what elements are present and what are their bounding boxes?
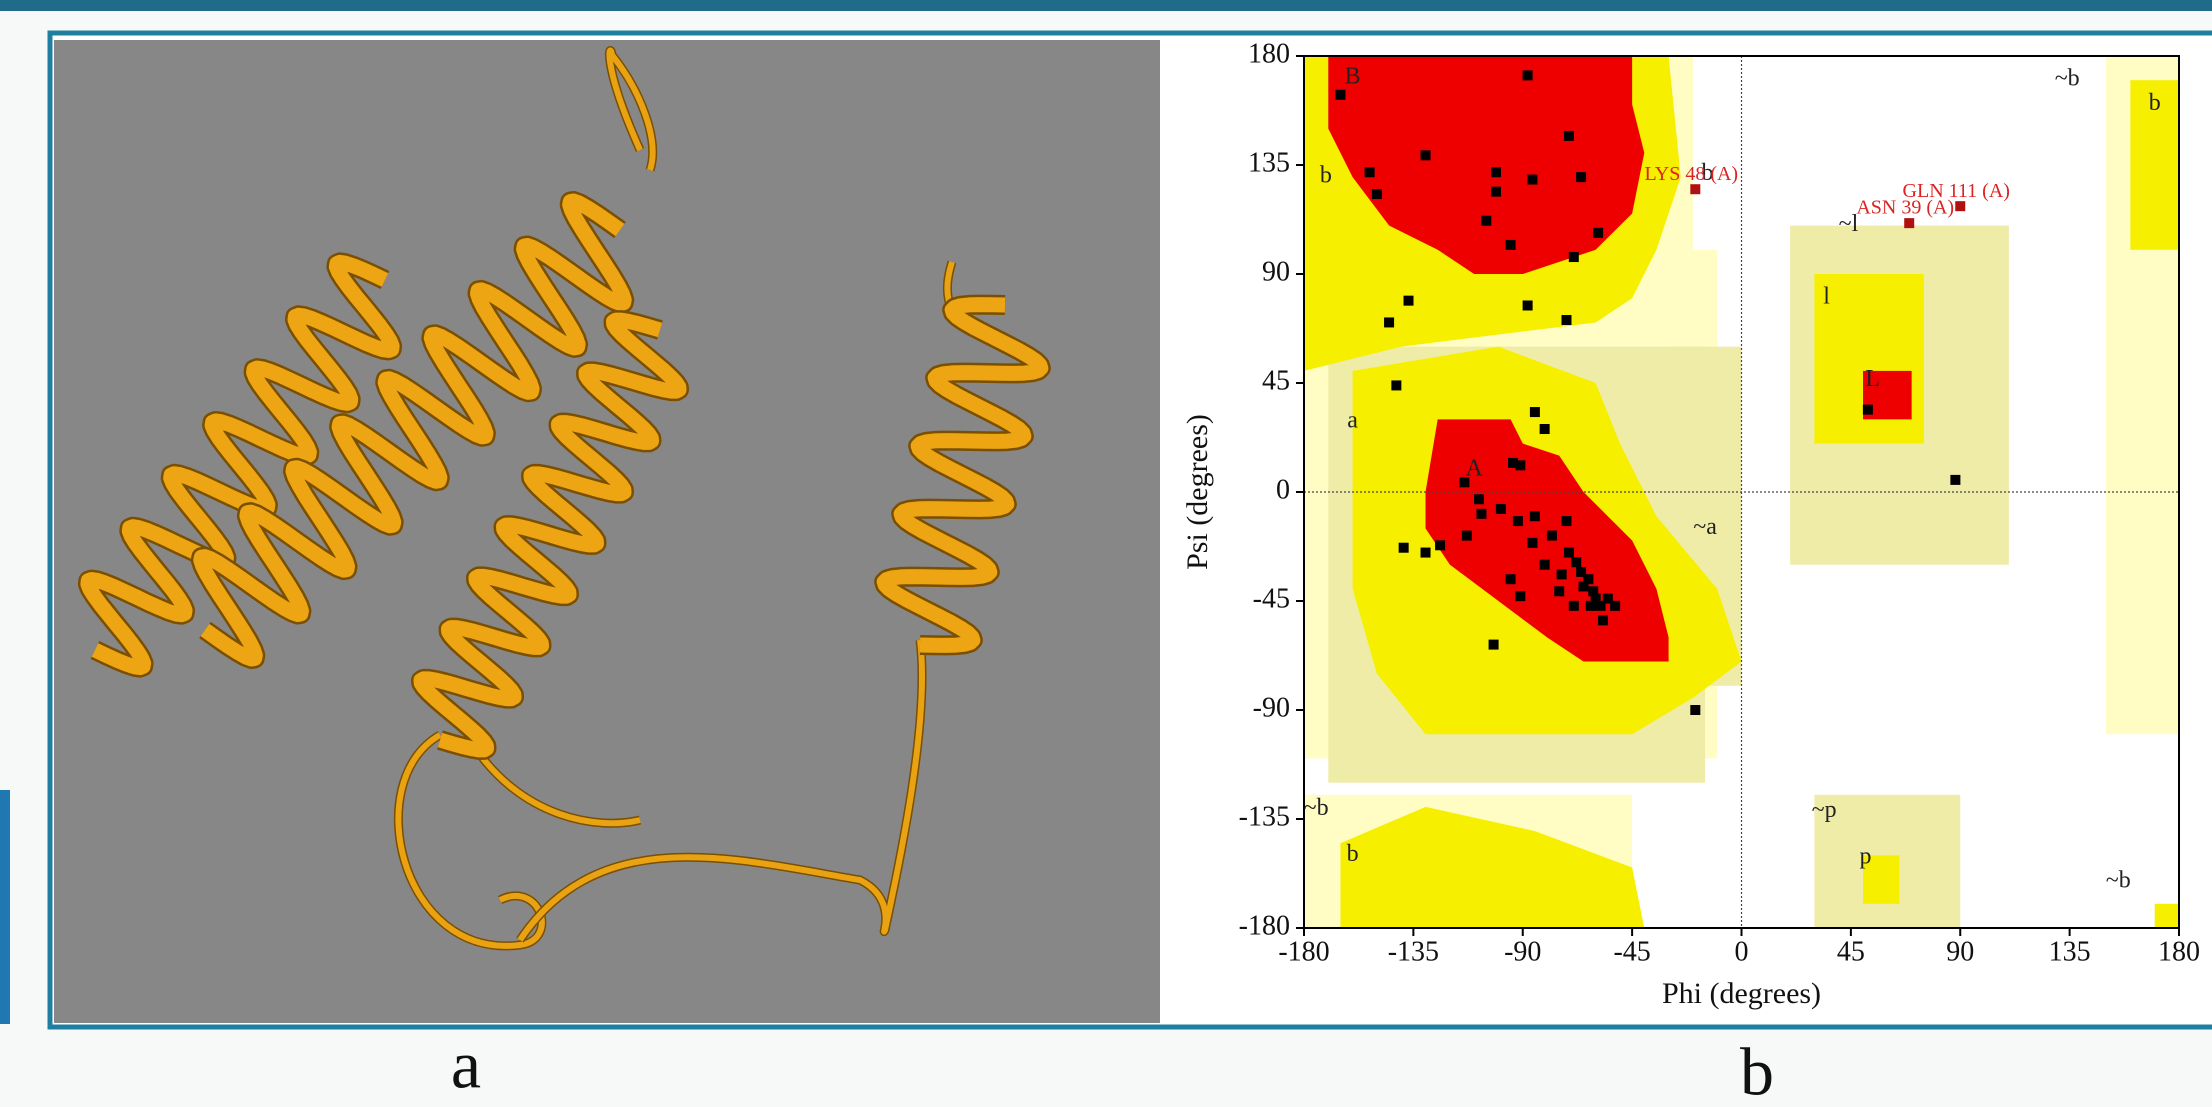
region-label: L xyxy=(1865,366,1880,392)
point xyxy=(1421,150,1431,160)
side-strip xyxy=(0,790,10,1024)
point xyxy=(1569,252,1579,262)
point xyxy=(1527,538,1537,548)
region-label: B xyxy=(1345,63,1361,89)
point xyxy=(1571,557,1581,567)
y-tick-label: -45 xyxy=(1253,583,1290,614)
point xyxy=(1335,90,1345,100)
point xyxy=(1598,615,1608,625)
y-tick-label: 180 xyxy=(1248,38,1290,69)
region xyxy=(2155,904,2179,928)
point xyxy=(1530,511,1540,521)
x-tick-label: -135 xyxy=(1388,936,1439,967)
x-axis-label: Phi (degrees) xyxy=(1662,977,1821,1010)
point xyxy=(1491,187,1501,197)
point xyxy=(1489,640,1499,650)
point xyxy=(1530,407,1540,417)
x-tick-label: 90 xyxy=(1946,936,1974,967)
y-axis-label: Psi (degrees) xyxy=(1181,414,1214,570)
point xyxy=(1557,569,1567,579)
x-tick-label: 45 xyxy=(1837,936,1865,967)
point xyxy=(1593,228,1603,238)
top-bar xyxy=(0,0,2212,11)
point xyxy=(1576,172,1586,182)
figure: -180-135-90-4504590135180-180-135-90-450… xyxy=(0,0,2212,1107)
region-label: ~b xyxy=(2106,867,2131,893)
page: Figure html, body { margin: 0; padding: … xyxy=(0,0,2212,1107)
y-tick-label: 135 xyxy=(1248,147,1290,178)
page-body: {"panel_labels": {"a": "a", "b": "b"}, "… xyxy=(0,0,2212,1107)
point xyxy=(1610,601,1620,611)
point xyxy=(1690,184,1700,194)
point xyxy=(1481,216,1491,226)
y-tick-label: 45 xyxy=(1262,365,1290,396)
point xyxy=(1579,581,1589,591)
region-label: b xyxy=(1320,163,1332,189)
y-tick-label: 0 xyxy=(1276,474,1290,505)
point xyxy=(1515,591,1525,601)
point xyxy=(1527,175,1537,185)
point xyxy=(1523,70,1533,80)
point xyxy=(1496,504,1506,514)
point xyxy=(1540,424,1550,434)
point xyxy=(1435,540,1445,550)
panel-label: b xyxy=(1740,1034,1774,1107)
point xyxy=(1564,548,1574,558)
point xyxy=(1365,167,1375,177)
point xyxy=(1547,531,1557,541)
region-label: p xyxy=(1859,843,1871,869)
point xyxy=(1523,300,1533,310)
point xyxy=(1515,460,1525,470)
point xyxy=(1506,574,1516,584)
point xyxy=(1462,531,1472,541)
point xyxy=(1554,586,1564,596)
point xyxy=(1474,494,1484,504)
y-tick-label: 90 xyxy=(1262,256,1290,287)
point xyxy=(1476,509,1486,519)
region-label: l xyxy=(1823,284,1830,310)
outlier-label: GLN 111 (A) xyxy=(1903,180,2010,202)
region-label: ~b xyxy=(1304,795,1329,821)
region-label: ~p xyxy=(1812,797,1837,823)
region-label: b xyxy=(2149,90,2161,116)
y-tick-label: -180 xyxy=(1239,910,1290,941)
point xyxy=(1372,189,1382,199)
point xyxy=(1391,380,1401,390)
region-label: ~b xyxy=(2055,66,2080,92)
point xyxy=(1562,315,1572,325)
outlier-label: LYS 48 (A) xyxy=(1645,163,1739,185)
point xyxy=(1421,548,1431,558)
x-tick-label: -45 xyxy=(1613,936,1650,967)
point xyxy=(1904,218,1914,228)
point xyxy=(1564,131,1574,141)
y-tick-label: -135 xyxy=(1239,801,1290,832)
point xyxy=(1459,477,1469,487)
point xyxy=(1404,296,1414,306)
x-tick-label: 180 xyxy=(2158,936,2200,967)
point xyxy=(1540,560,1550,570)
y-tick-label: -90 xyxy=(1253,692,1290,723)
point xyxy=(1950,475,1960,485)
x-tick-label: -90 xyxy=(1504,936,1541,967)
point xyxy=(1491,167,1501,177)
point xyxy=(1586,601,1596,611)
point xyxy=(1513,516,1523,526)
panel-label: a xyxy=(451,1027,481,1103)
x-tick-label: 0 xyxy=(1735,936,1749,967)
point xyxy=(1399,543,1409,553)
point xyxy=(1384,317,1394,327)
region-label: a xyxy=(1347,407,1358,433)
point xyxy=(1690,705,1700,715)
point xyxy=(1506,240,1516,250)
x-tick-label: 135 xyxy=(2049,936,2091,967)
point xyxy=(1863,405,1873,415)
region-label: b xyxy=(1347,841,1359,867)
point xyxy=(1569,601,1579,611)
region-label: ~a xyxy=(1693,514,1717,540)
point xyxy=(1562,516,1572,526)
point xyxy=(1955,201,1965,211)
